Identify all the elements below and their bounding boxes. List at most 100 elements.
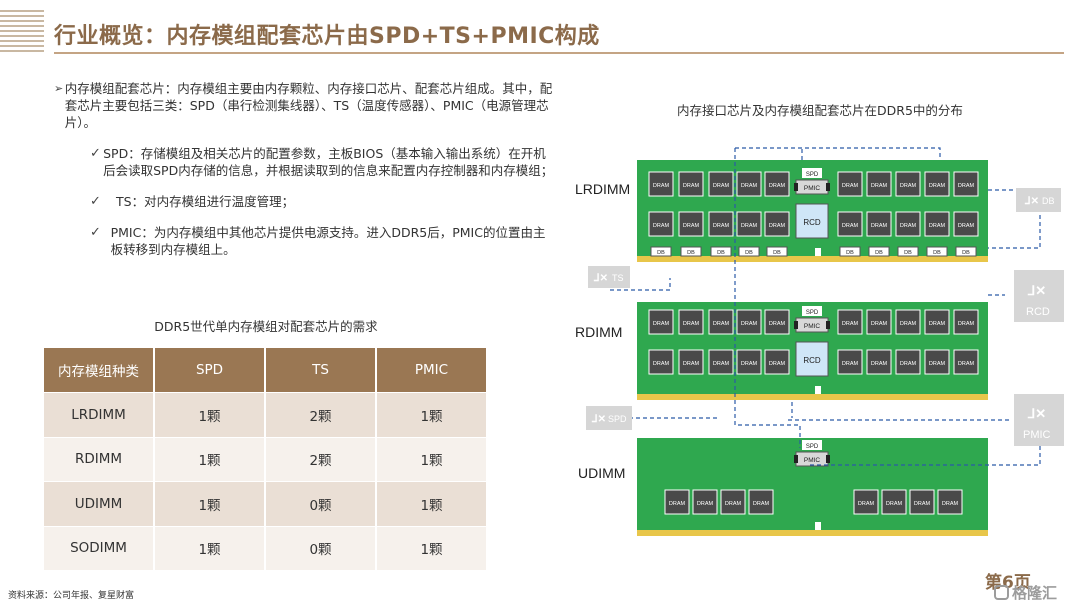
- pmic-chip-label: PMIC: [804, 185, 821, 192]
- legend-box: [588, 266, 630, 288]
- dram-chip: [678, 171, 704, 197]
- dram-chip-label: DRAM: [842, 361, 859, 367]
- rcd-chip: [795, 203, 829, 239]
- db-chip-label: DB: [904, 250, 912, 256]
- legend-ts: ⅃✕ TS: [588, 266, 630, 288]
- db-chip: [650, 246, 672, 257]
- chip-logo-icon: ⅃✕: [1027, 406, 1046, 421]
- dram-chip: [866, 309, 892, 335]
- db-chip-label: DB: [687, 250, 695, 256]
- dram-chip: [953, 171, 979, 197]
- db-chip: [766, 246, 788, 257]
- dram-chip: [648, 309, 674, 335]
- check-icon: ✓: [90, 225, 101, 240]
- ts-chip: [826, 455, 830, 463]
- dram-chip-label: DRAM: [741, 321, 758, 327]
- header-cell: TS: [266, 348, 377, 392]
- dram-chip: [866, 349, 892, 375]
- sub-bullet-text: PMIC：为内存模组中其他芯片提供电源支持。进入DDR5后，PMIC的位置由主板…: [110, 225, 546, 257]
- table-row: RDIMM 1颗 2颗 1颗: [44, 436, 488, 481]
- dram-chip: [837, 211, 863, 237]
- rdimm-contacts: [637, 394, 988, 400]
- module-label-rdimm: RDIMM: [575, 324, 622, 340]
- dram-chip-label: DRAM: [914, 501, 931, 507]
- dram-chip: [764, 309, 790, 335]
- watermark-text: 格隆汇: [1012, 584, 1058, 602]
- dram-chip: [720, 489, 746, 515]
- db-chip: [926, 246, 948, 257]
- dram-chip-label: DRAM: [929, 223, 946, 229]
- dram-chip: [924, 349, 950, 375]
- table-cell: LRDIMM: [44, 392, 155, 437]
- dram-chip: [678, 349, 704, 375]
- dram-chip: [853, 489, 879, 515]
- table-row: LRDIMM 1颗 2颗 1颗: [44, 392, 488, 437]
- dram-chip: [924, 309, 950, 335]
- table-cell: 1颗: [155, 481, 266, 526]
- dram-chip-label: DRAM: [842, 183, 859, 189]
- table-cell: 0颗: [266, 481, 377, 526]
- dram-chip: [764, 211, 790, 237]
- legend-label: DB: [1042, 196, 1055, 206]
- dram-chip-label: DRAM: [683, 223, 700, 229]
- table-cell: 1颗: [377, 525, 488, 570]
- dram-chip: [678, 211, 704, 237]
- dram-chip-label: DRAM: [929, 321, 946, 327]
- ts-chip: [826, 183, 830, 191]
- dram-chip: [909, 489, 935, 515]
- dram-chip: [692, 489, 718, 515]
- legend-box: [1014, 270, 1064, 322]
- dram-chip-label: DRAM: [653, 361, 670, 367]
- chip-logo-icon: ⅃✕: [1024, 196, 1039, 207]
- table-cell: 1颗: [155, 436, 266, 481]
- dram-chip-label: DRAM: [858, 501, 875, 507]
- db-chip: [839, 246, 861, 257]
- dram-chip-label: DRAM: [741, 223, 758, 229]
- dram-chip: [866, 171, 892, 197]
- table-caption: DDR5世代单内存模组对配套芯片的需求: [154, 319, 378, 334]
- legend-rcd: ⅃✕ RCD: [1014, 270, 1064, 322]
- table-cell: 0颗: [266, 525, 377, 570]
- dram-chip: [736, 349, 762, 375]
- ts-chip: [826, 321, 830, 329]
- dram-chip-label: DRAM: [769, 361, 786, 367]
- arrow-bullet-icon: ➢: [54, 82, 64, 95]
- table-cell: 2颗: [266, 436, 377, 481]
- rcd-chip: [795, 341, 829, 377]
- check-icon: ✓: [90, 146, 101, 161]
- dram-chip: [895, 309, 921, 335]
- lrdimm-contacts: [637, 256, 988, 262]
- legend-label: TS: [612, 273, 624, 283]
- dram-chip: [708, 211, 734, 237]
- dram-chip: [648, 171, 674, 197]
- legend-pmic: ⅃✕ PMIC: [1014, 394, 1064, 446]
- dram-chip: [708, 309, 734, 335]
- table-row: SODIMM 1颗 0颗 1颗: [44, 525, 488, 570]
- dram-chip: [678, 309, 704, 335]
- sub-bullet-text: SPD：存储模组及相关芯片的配置参数，主板BIOS（基本输入输出系统）在开机后会…: [103, 146, 554, 178]
- table-cell: 1颗: [377, 481, 488, 526]
- header-cell: PMIC: [377, 348, 488, 392]
- legend-box: [586, 406, 632, 430]
- ts-chip: [794, 455, 798, 463]
- main-bullet: ➢ 内存模组配套芯片：内存模组主要由内存颗粒、内存接口芯片、配套芯片组成。其中，…: [54, 80, 554, 131]
- dram-chip: [924, 171, 950, 197]
- table-cell: 1颗: [155, 392, 266, 437]
- spd-chip: [802, 168, 822, 178]
- dram-chip-label: DRAM: [697, 501, 714, 507]
- connection-line: [735, 147, 941, 160]
- dram-chip-label: DRAM: [900, 361, 917, 367]
- header-cell: SPD: [155, 348, 266, 392]
- header-cell: 内存模组种类: [44, 348, 155, 392]
- source-note: 资料来源：公司年报、复星财富: [8, 591, 135, 601]
- udimm-contacts: [637, 530, 988, 536]
- dram-chip-label: DRAM: [683, 361, 700, 367]
- dram-chip: [736, 309, 762, 335]
- table-cell: SODIMM: [44, 525, 155, 570]
- dram-chip-label: DRAM: [929, 361, 946, 367]
- chip-logo-icon: ⅃✕: [591, 414, 606, 425]
- dram-chip-label: DRAM: [958, 321, 975, 327]
- table-cell: 2颗: [266, 392, 377, 437]
- dram-chip: [736, 211, 762, 237]
- check-icon: ✓: [90, 194, 101, 209]
